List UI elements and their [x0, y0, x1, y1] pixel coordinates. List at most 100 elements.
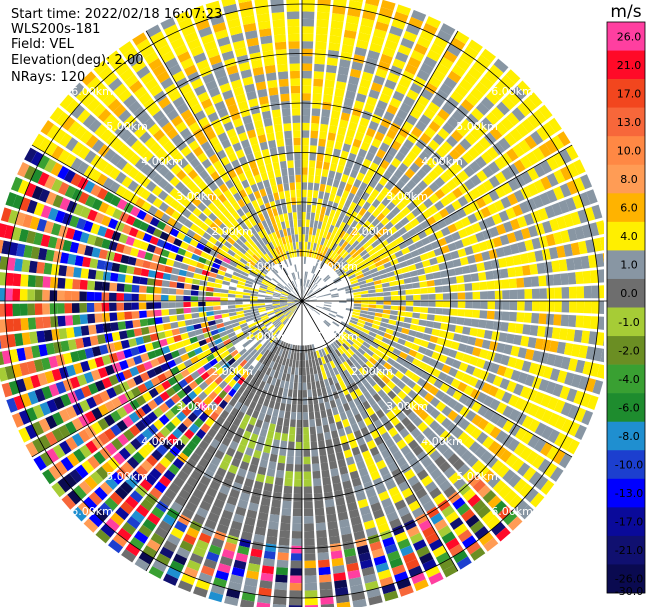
velocity-cell	[329, 163, 338, 172]
velocity-cell	[186, 96, 199, 109]
velocity-cell	[516, 277, 525, 288]
velocity-cell	[213, 258, 223, 265]
velocity-cell	[353, 297, 362, 301]
velocity-cell	[540, 176, 552, 190]
velocity-cell	[405, 558, 420, 571]
velocity-cell	[290, 351, 294, 360]
velocity-cell	[171, 328, 181, 336]
velocity-cell	[184, 374, 194, 384]
velocity-cell	[252, 243, 260, 252]
velocity-cell	[315, 168, 322, 177]
velocity-cell	[350, 185, 359, 195]
velocity-cell	[382, 385, 392, 394]
velocity-cell	[464, 178, 476, 191]
velocity-cell	[559, 385, 571, 400]
velocity-cell	[170, 244, 180, 254]
velocity-cell	[307, 305, 314, 311]
velocity-cell	[244, 314, 253, 320]
velocity-cell	[262, 490, 272, 499]
velocity-cell	[507, 473, 522, 488]
velocity-cell	[371, 35, 385, 46]
velocity-cell	[410, 276, 420, 283]
velocity-cell	[309, 367, 314, 375]
velocity-cell	[527, 167, 539, 181]
velocity-cell	[255, 81, 267, 91]
velocity-cell	[346, 562, 360, 572]
velocity-cell	[434, 176, 446, 188]
velocity-cell	[336, 134, 345, 143]
velocity-cell	[397, 390, 407, 400]
velocity-cell	[118, 89, 132, 103]
velocity-cell	[167, 376, 178, 386]
velocity-cell	[287, 303, 295, 306]
velocity-cell	[482, 179, 494, 192]
velocity-cell	[152, 64, 167, 77]
velocity-cell	[281, 349, 286, 358]
velocity-cell	[288, 235, 293, 243]
velocity-cell	[274, 401, 281, 410]
velocity-cell	[486, 310, 495, 320]
velocity-cell	[417, 246, 427, 255]
velocity-cell	[368, 495, 380, 506]
velocity-cell	[496, 101, 510, 116]
velocity-cell	[210, 329, 219, 336]
velocity-cell	[272, 301, 280, 303]
velocity-cell	[217, 327, 226, 333]
velocity-cell	[501, 167, 513, 181]
velocity-cell	[309, 152, 317, 161]
velocity-cell	[191, 434, 202, 446]
velocity-cell	[520, 335, 530, 347]
velocity-cell	[570, 242, 581, 256]
velocity-cell	[446, 179, 458, 191]
velocity-cell	[220, 334, 230, 342]
velocity-cell	[187, 350, 197, 359]
velocity-cell	[527, 114, 541, 129]
velocity-cell	[85, 440, 98, 454]
velocity-cell	[65, 227, 76, 240]
velocity-cell	[12, 363, 23, 378]
velocity-cell	[376, 100, 388, 111]
velocity-cell	[12, 288, 21, 301]
velocity-cell	[511, 107, 526, 122]
velocity-cell	[36, 261, 45, 274]
velocity-cell	[156, 444, 168, 456]
velocity-cell	[209, 345, 219, 353]
velocity-cell	[326, 446, 335, 455]
velocity-cell	[122, 189, 133, 201]
velocity-cell	[381, 497, 393, 509]
velocity-cell	[77, 501, 92, 517]
velocity-cell	[313, 78, 324, 87]
velocity-cell	[464, 245, 474, 256]
velocity-cell	[573, 390, 585, 405]
velocity-cell	[376, 148, 386, 159]
velocity-cell	[253, 150, 263, 160]
velocity-cell	[303, 486, 313, 494]
velocity-cell	[199, 500, 212, 512]
velocity-cell	[286, 0, 300, 5]
velocity-cell	[234, 47, 248, 58]
velocity-cell	[287, 441, 295, 450]
velocity-cell	[255, 275, 264, 281]
velocity-cell	[84, 410, 97, 424]
velocity-cell	[151, 185, 163, 197]
velocity-cell	[439, 208, 450, 218]
velocity-cell	[255, 442, 264, 452]
velocity-cell	[222, 420, 232, 430]
velocity-cell	[469, 327, 478, 337]
velocity-cell	[599, 236, 604, 251]
velocity-cell	[358, 216, 367, 226]
velocity-cell	[190, 470, 202, 481]
velocity-cell	[194, 110, 206, 121]
velocity-cell	[69, 376, 81, 389]
velocity-cell	[457, 431, 470, 444]
velocity-cell	[146, 310, 155, 318]
velocity-cell	[102, 323, 112, 333]
velocity-cell	[415, 138, 427, 150]
velocity-cell	[210, 456, 222, 467]
velocity-cell	[206, 47, 220, 59]
velocity-cell	[146, 454, 158, 467]
velocity-cell	[544, 261, 553, 274]
velocity-cell	[348, 75, 360, 86]
velocity-cell	[287, 298, 295, 301]
velocity-cell	[79, 291, 87, 301]
